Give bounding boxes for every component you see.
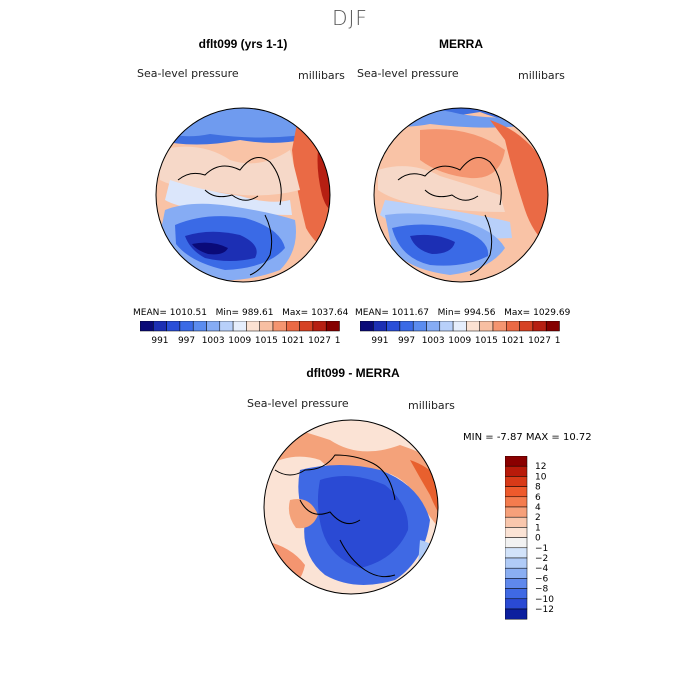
- diff-colorbar-swatch: [505, 608, 528, 620]
- merra-colorbar-tick-label: 1003: [422, 336, 445, 346]
- diff-colorbar-tick-label: 1: [535, 523, 541, 533]
- model-stats: MEAN= 1010.51 Min= 989.61 Max= 1037.64: [133, 308, 349, 318]
- diff-colorbar-swatch: [505, 516, 528, 528]
- diff-panel-title: dflt099 - MERRA: [306, 366, 400, 380]
- diff-variable-label: Sea-level pressure: [247, 397, 349, 410]
- merra-colorbar-tick-label: 1033: [555, 336, 560, 346]
- diff-colorbar-swatch: [505, 598, 528, 610]
- model-colorbar-tick-label: 1033: [335, 336, 340, 346]
- model-colorbar-tick-label: 1003: [202, 336, 225, 346]
- diff-colorbar-tick-label: 10: [535, 472, 547, 482]
- diff-colorbar-swatch: [505, 486, 528, 498]
- diff-colorbar-swatch: [505, 506, 528, 518]
- diff-colorbar-tick-label: −12: [535, 605, 554, 615]
- diff-colorbar-swatch: [505, 496, 528, 508]
- model-colorbar: 991997100310091015102110271033: [140, 321, 340, 346]
- diff-colorbar-swatch: [505, 527, 528, 538]
- diff-colorbar-swatch: [505, 465, 528, 477]
- merra-colorbar-tick-label: 1009: [448, 336, 471, 346]
- model-colorbar-tick-label: 1009: [228, 336, 251, 346]
- model-colorbar-tick-label: 1021: [281, 336, 304, 346]
- diff-colorbar-tick-label: −4: [535, 564, 549, 574]
- diff-colorbar-swatch: [505, 567, 528, 579]
- diff-colorbar-tick-label: −2: [535, 554, 548, 564]
- diff-colorbar-swatch: [505, 537, 528, 549]
- diff-colorbar-tick-label: −1: [535, 544, 548, 554]
- model-colorbar-tick-label: 1015: [255, 336, 278, 346]
- merra-variable-label: Sea-level pressure: [357, 67, 459, 80]
- merra-colorbar-tick-label: 1021: [501, 336, 524, 346]
- diff-colorbar-tick-label: 8: [535, 483, 541, 493]
- diff-min-max: MIN = -7.87 MAX = 10.72: [463, 432, 592, 443]
- merra-colorbar: 991997100310091015102110271033: [360, 321, 560, 346]
- diff-colorbar-swatch: [505, 578, 528, 589]
- merra-colorbar-tick-label: 1015: [475, 336, 498, 346]
- diff-colorbar-swatch: [505, 476, 528, 487]
- model-units-label: millibars: [298, 69, 345, 82]
- diff-colorbar-swatch: [505, 456, 528, 467]
- merra-colorbar-tick-label: 1027: [528, 336, 551, 346]
- model-colorbar-tick-label: 997: [178, 336, 195, 346]
- diff-colorbar-tick-label: −6: [535, 574, 549, 584]
- diff-units-label: millibars: [408, 399, 455, 412]
- diff-colorbar-tick-label: 12: [535, 462, 546, 472]
- diff-colorbar-tick-label: 0: [535, 534, 541, 544]
- diff-colorbar-tick-label: 4: [535, 503, 541, 513]
- merra-stats: MEAN= 1011.67 Min= 994.56 Max= 1029.69: [355, 308, 571, 318]
- diff-colorbar-tick-label: −8: [535, 585, 549, 595]
- merra-units-label: millibars: [518, 69, 565, 82]
- season-title: DJF: [332, 6, 368, 30]
- diff-colorbar-swatch: [505, 547, 528, 559]
- model-variable-label: Sea-level pressure: [137, 67, 239, 80]
- model-colorbar-tick-label: 991: [151, 336, 168, 346]
- merra-colorbar-tick-label: 997: [398, 336, 415, 346]
- diff-colorbar-tick-label: 6: [535, 493, 541, 503]
- model-colorbar-swatch: [325, 321, 340, 332]
- diff-colorbar-tick-label: 2: [535, 513, 541, 523]
- merra-colorbar-swatch: [545, 321, 560, 332]
- model-panel-title: dflt099 (yrs 1-1): [198, 37, 288, 51]
- diff-colorbar-tick-label: −10: [535, 595, 554, 605]
- model-colorbar-tick-label: 1027: [308, 336, 331, 346]
- diff-colorbar-swatch: [505, 557, 528, 569]
- diff-colorbar-swatch: [505, 588, 528, 600]
- merra-colorbar-tick-label: 991: [371, 336, 388, 346]
- merra-panel-title: MERRA: [439, 37, 483, 51]
